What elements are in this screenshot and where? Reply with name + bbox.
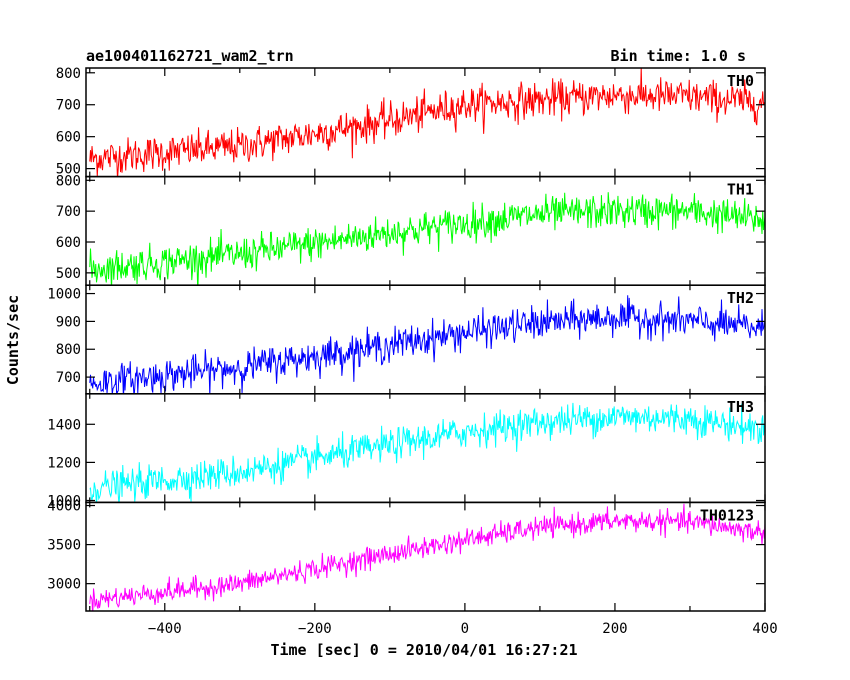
panel-label-th0: TH0 (727, 72, 754, 90)
y-tick-label: 800 (56, 342, 81, 358)
y-tick-label: 600 (56, 235, 81, 251)
y-tick-label: 1200 (47, 455, 81, 471)
y-tick-label: 1000 (47, 287, 81, 303)
y-tick-label: 500 (56, 266, 81, 282)
panel-th2: TH2 700 800 900 1000 (47, 284, 766, 395)
series-line-th0123 (89, 503, 765, 611)
x-tick-label: 400 (752, 621, 777, 637)
panel-th0: TH0 500 600 700 800 (56, 66, 766, 178)
y-tick-label: 3500 (47, 538, 81, 554)
panel-label-th0123: TH0123 (700, 506, 754, 524)
y-tick-label: 1000 (47, 493, 81, 509)
panels-group: TH0 500 600 700 800 TH1 500 600 700 800 TH2 700 800 9… (47, 66, 766, 612)
panel-th3: TH3 1000 1200 1400 (47, 393, 766, 509)
panel-th0123: TH0123 3000 3500 4000 (47, 499, 766, 612)
y-tick-label: 4000 (47, 499, 81, 515)
y-tick-label: 1400 (47, 417, 81, 433)
y-tick-label: 700 (56, 204, 81, 220)
y-tick-label: 500 (56, 162, 81, 178)
y-axis-label: Counts/sec (4, 295, 22, 385)
panel-frame (85, 501, 766, 612)
series-line-th2 (89, 295, 765, 394)
y-tick-label: 600 (56, 130, 81, 146)
x-axis-label: Time [sec] 0 = 2010/04/01 16:27:21 (270, 641, 577, 659)
y-tick-label: 900 (56, 314, 81, 330)
panel-label-th3: TH3 (727, 398, 754, 416)
chart-title: ae100401162721_wam2_trn (86, 47, 294, 65)
y-tick-label: 700 (56, 98, 81, 114)
panel-label-th2: TH2 (727, 289, 754, 307)
y-tick-label: 800 (56, 173, 81, 189)
panel-th1: TH1 500 600 700 800 (56, 173, 766, 286)
panel-label-th1: TH1 (727, 181, 754, 199)
y-tick-label: 700 (56, 370, 81, 386)
x-tick-label: 200 (602, 621, 627, 637)
series-line-th0 (89, 68, 765, 177)
x-axis: −400 −200 0 200 400 (148, 621, 778, 637)
y-tick-label: 800 (56, 66, 81, 82)
series-line-th3 (89, 402, 765, 503)
x-tick-label: 0 (461, 621, 469, 637)
x-tick-label: −400 (148, 621, 182, 637)
y-tick-label: 3000 (47, 577, 81, 593)
x-tick-label: −200 (298, 621, 332, 637)
panel-frame (85, 67, 766, 178)
series-line-th1 (89, 192, 765, 286)
bin-time-label: Bin time: 1.0 s (611, 47, 746, 65)
